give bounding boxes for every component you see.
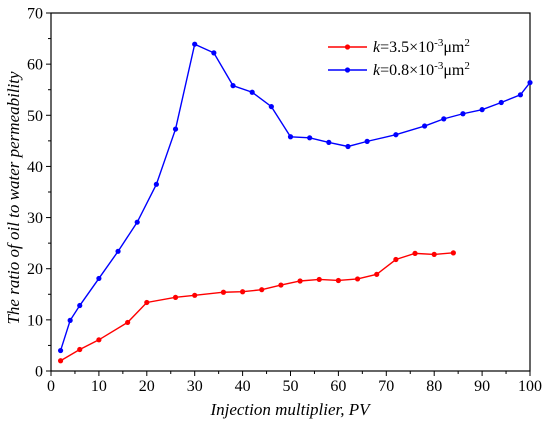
legend-label-1-exp: -3: [434, 37, 444, 49]
series-2-point: [527, 79, 533, 86]
series-2-point: [67, 317, 73, 323]
legend-label-1-k: k: [373, 39, 381, 56]
legend: k=3.5×10-3μm2 k=0.8×10-3μm2: [328, 37, 470, 79]
x-tick-label: 100: [518, 378, 542, 395]
y-tick-label: 50: [27, 108, 43, 125]
series-2-point: [345, 143, 351, 150]
y-tick-label: 40: [27, 159, 43, 176]
legend-label-1: k=3.5×10-3μm2: [373, 37, 470, 56]
series-2-point: [230, 83, 236, 89]
series-2-point: [172, 126, 179, 132]
series-2-point: [134, 219, 140, 225]
series-2-point: [249, 89, 255, 95]
series-1-point: [240, 289, 246, 295]
series-1-point: [335, 277, 341, 284]
x-tick-label: 30: [187, 378, 203, 395]
x-tick-label: 40: [235, 378, 251, 395]
series-1-point: [144, 299, 150, 306]
x-tick-label: 70: [378, 378, 394, 395]
series-2-point: [115, 248, 121, 254]
series-2-point: [57, 347, 64, 354]
series-2-point: [287, 134, 294, 140]
legend-label-2-unit-exp: 2: [464, 60, 470, 72]
series-2-point: [96, 275, 102, 282]
series-2-point: [77, 302, 83, 309]
x-tick-label: 20: [139, 378, 155, 395]
series-1-point: [259, 287, 265, 293]
y-tick-label: 20: [27, 261, 43, 278]
series-2-point: [460, 111, 466, 117]
legend-entry-1: k=3.5×10-3μm2: [328, 37, 470, 56]
series-1: [57, 250, 456, 364]
legend-label-1-unit: μm: [443, 39, 465, 56]
series-layer: [57, 41, 533, 364]
series-1-point: [77, 346, 83, 353]
series-1-point: [412, 250, 418, 256]
y-tick-label: 0: [35, 364, 43, 381]
series-1-point: [278, 282, 284, 288]
series-2-point: [498, 99, 504, 106]
series-2: [57, 41, 533, 354]
series-2-point: [153, 181, 159, 187]
series-2-point: [307, 135, 313, 141]
legend-label-1-value: =3.5×10: [380, 39, 434, 56]
x-axis: 0 10 20 30 40 50 60 70 80 90 100: [47, 371, 542, 395]
series-2-point: [517, 92, 524, 98]
series-2-point: [211, 50, 217, 56]
x-tick-label: 50: [283, 378, 299, 395]
x-axis-title: Injection multiplier, PV: [209, 400, 372, 419]
series-2-point: [364, 138, 370, 144]
series-2-point: [268, 103, 274, 110]
series-2-point: [441, 116, 447, 122]
series-2-point: [326, 139, 332, 145]
series-2-point: [393, 132, 399, 138]
series-1-point: [125, 319, 131, 326]
legend-marker-1: [344, 44, 351, 50]
series-2-point: [479, 107, 485, 113]
series-1-point: [57, 358, 64, 364]
legend-label-1-unit-exp: 2: [464, 37, 470, 49]
y-axis: 0 10 20 30 40 50 60 70: [27, 6, 51, 381]
x-tick-label: 10: [91, 378, 107, 395]
y-tick-label: 70: [27, 6, 43, 23]
legend-label-2-unit: μm: [443, 62, 465, 79]
series-2-point: [192, 41, 198, 47]
series-1-line: [60, 252, 454, 362]
legend-marker-2: [344, 67, 351, 73]
x-tick-label: 60: [330, 378, 346, 395]
y-tick-label: 30: [27, 210, 43, 227]
x-tick-label: 0: [47, 378, 55, 395]
series-1-point: [354, 276, 361, 282]
x-tick-label: 80: [426, 378, 442, 395]
series-2-line: [59, 43, 531, 351]
series-1-point: [220, 289, 227, 295]
series-1-point: [192, 292, 198, 298]
legend-label-2-value: =0.8×10: [380, 62, 434, 79]
x-tick-label: 90: [474, 378, 490, 395]
series-1-point: [316, 276, 322, 283]
series-1-point: [431, 251, 437, 257]
series-1-point: [374, 271, 380, 277]
series-1-point: [450, 250, 456, 256]
legend-label-2-exp: -3: [434, 60, 444, 72]
legend-entry-2: k=0.8×10-3μm2: [328, 60, 470, 79]
series-2-point: [422, 123, 428, 129]
y-axis-title: The ratio of oil to water permeability: [4, 71, 23, 325]
legend-label-2: k=0.8×10-3μm2: [373, 60, 470, 79]
series-1-point: [393, 256, 399, 263]
y-tick-label: 60: [27, 57, 43, 74]
series-1-point: [96, 337, 102, 343]
series-1-point: [297, 278, 303, 284]
legend-label-2-k: k: [373, 62, 381, 79]
y-tick-label: 10: [27, 312, 43, 329]
series-1-point: [172, 294, 179, 300]
